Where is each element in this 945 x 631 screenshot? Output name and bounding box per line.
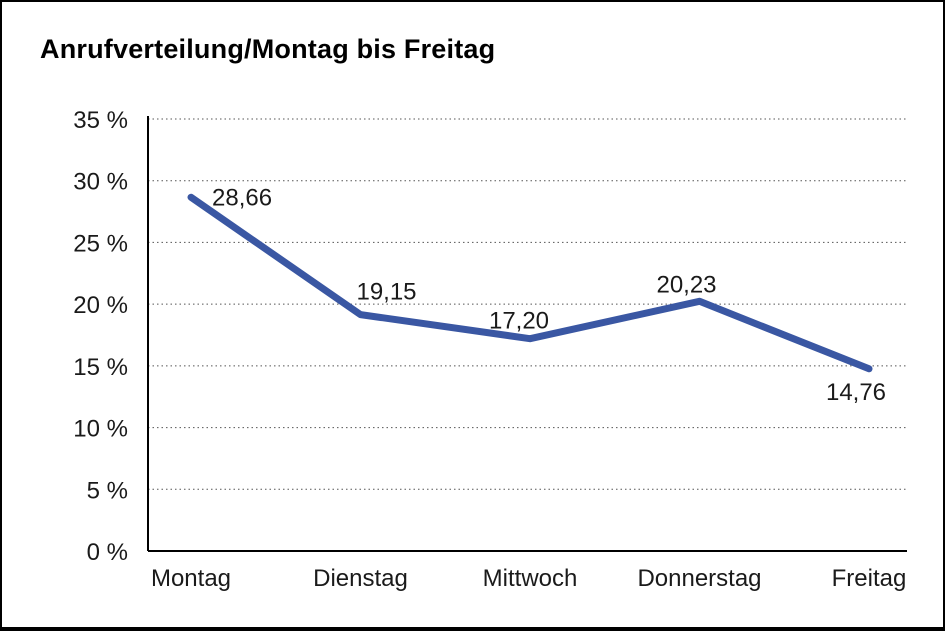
data-label: 19,15 bbox=[356, 279, 416, 306]
y-tick-label: 5 % bbox=[87, 477, 128, 504]
y-tick-label: 15 % bbox=[73, 354, 128, 381]
y-tick-label: 20 % bbox=[73, 292, 128, 319]
chart-title: Anrufverteilung/Montag bis Freitag bbox=[40, 34, 496, 64]
y-tick-label: 25 % bbox=[73, 230, 128, 257]
y-tick-label: 0 % bbox=[87, 539, 128, 566]
data-label: 17,20 bbox=[489, 308, 549, 335]
data-label: 14,76 bbox=[826, 379, 886, 406]
x-category-label: Freitag bbox=[832, 565, 907, 592]
y-tick-label: 10 % bbox=[73, 416, 128, 443]
x-category-label: Mittwoch bbox=[483, 565, 578, 592]
x-category-label: Montag bbox=[151, 565, 231, 592]
series-line bbox=[187, 193, 873, 373]
y-tick-label: 30 % bbox=[73, 169, 128, 196]
x-category-label: Donnerstag bbox=[637, 565, 761, 592]
data-label: 28,66 bbox=[212, 184, 272, 211]
y-tick-label: 35 % bbox=[73, 107, 128, 134]
data-label: 20,23 bbox=[656, 271, 716, 298]
x-category-label: Dienstag bbox=[313, 565, 408, 592]
